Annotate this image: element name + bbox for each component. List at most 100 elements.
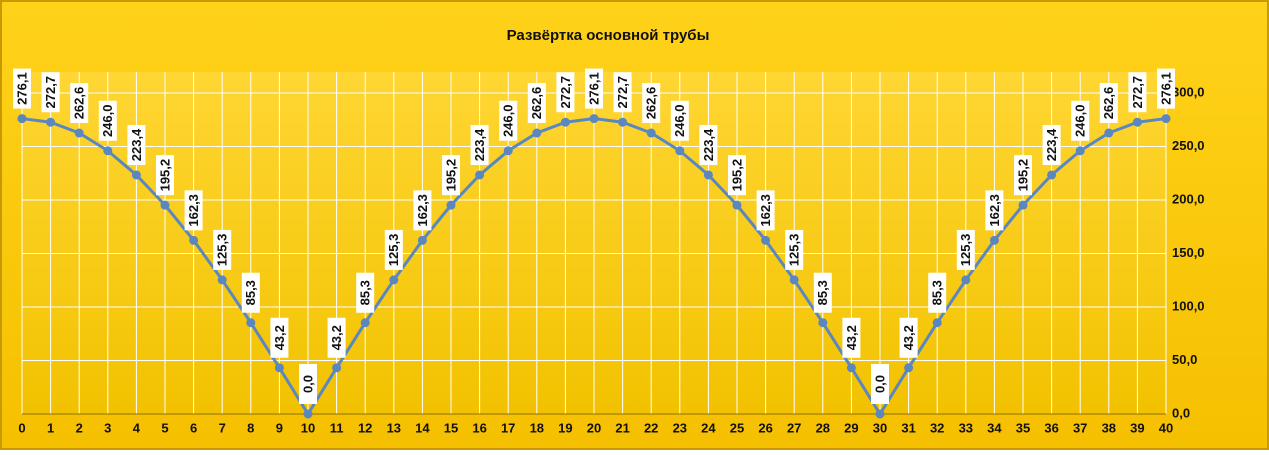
data-label: 43,2 — [899, 317, 918, 358]
data-label-text: 162,3 — [415, 194, 430, 227]
data-label-text: 125,3 — [215, 234, 230, 267]
x-tick-label: 23 — [673, 420, 687, 435]
data-label: 272,7 — [41, 72, 60, 113]
data-label-box — [499, 100, 518, 141]
data-label-text: 223,4 — [129, 128, 144, 161]
x-tick-label: 1 — [47, 420, 54, 435]
data-label-box — [1071, 100, 1090, 141]
data-label-text: 262,6 — [1101, 87, 1116, 120]
data-label: 223,4 — [1042, 124, 1061, 165]
data-label-box — [1157, 68, 1175, 109]
data-label-box — [785, 229, 804, 270]
data-point — [475, 170, 485, 180]
data-label-text: 195,2 — [157, 159, 172, 192]
data-label-text: 43,2 — [329, 325, 344, 350]
data-label-text: 85,3 — [815, 280, 830, 305]
data-point — [332, 363, 342, 373]
data-label-box — [556, 72, 575, 113]
x-tick-label: 20 — [587, 420, 601, 435]
data-label-box — [699, 124, 718, 165]
data-label-box — [241, 272, 260, 313]
data-label-text: 195,2 — [1015, 159, 1030, 192]
data-label: 272,7 — [613, 72, 632, 113]
x-tick-label: 37 — [1073, 420, 1087, 435]
data-label: 223,4 — [699, 124, 718, 165]
x-tick-label: 15 — [444, 420, 458, 435]
data-label: 246,0 — [670, 100, 689, 141]
data-label: 246,0 — [499, 100, 518, 141]
data-label-text: 162,3 — [987, 194, 1002, 227]
data-label-text: 162,3 — [186, 194, 201, 227]
data-label: 162,3 — [985, 190, 1004, 231]
data-label-box — [956, 229, 975, 270]
data-label: 125,3 — [213, 229, 232, 270]
data-label-box — [213, 229, 232, 270]
data-point — [446, 200, 456, 210]
x-tick-label: 8 — [247, 420, 254, 435]
data-label: 85,3 — [813, 272, 832, 313]
data-point — [1047, 170, 1057, 180]
data-label-box — [442, 155, 460, 196]
data-label-box — [327, 317, 346, 358]
data-label-box — [642, 83, 661, 124]
data-point — [732, 200, 742, 210]
data-label-box — [299, 364, 317, 404]
data-label: 125,3 — [956, 229, 975, 270]
data-point — [1075, 146, 1085, 156]
y-tick-label: 0,0 — [1172, 405, 1190, 420]
data-point — [1161, 114, 1171, 124]
data-point — [1132, 117, 1142, 127]
x-tick-label: 32 — [930, 420, 944, 435]
data-label: 162,3 — [413, 190, 432, 231]
data-point — [246, 318, 256, 328]
data-label: 223,4 — [470, 124, 489, 165]
data-label-box — [728, 155, 746, 196]
data-label-box — [899, 317, 918, 358]
data-label: 195,2 — [1014, 155, 1032, 196]
data-point — [703, 170, 713, 180]
data-point — [589, 114, 599, 124]
data-label-text: 246,0 — [501, 105, 516, 138]
data-label: 272,7 — [1128, 72, 1147, 113]
data-point — [560, 117, 570, 127]
data-label-text: 125,3 — [386, 234, 401, 267]
x-tick-label: 27 — [787, 420, 801, 435]
data-point — [646, 128, 656, 138]
data-point — [46, 117, 56, 127]
data-label-box — [1042, 124, 1061, 165]
data-label: 262,6 — [642, 83, 661, 124]
x-tick-label: 33 — [959, 420, 973, 435]
data-label: 262,6 — [527, 83, 546, 124]
data-label: 272,7 — [556, 72, 575, 113]
data-label: 85,3 — [356, 272, 375, 313]
data-point — [904, 363, 914, 373]
data-label-box — [1128, 72, 1147, 113]
data-label-box — [985, 190, 1004, 231]
data-label-text: 43,2 — [844, 325, 859, 350]
data-label-text: 125,3 — [958, 234, 973, 267]
data-label-box — [1099, 83, 1118, 124]
data-label-box — [813, 272, 832, 313]
data-point — [675, 146, 685, 156]
x-tick-label: 16 — [472, 420, 486, 435]
data-point — [818, 318, 828, 328]
data-point — [160, 200, 170, 210]
data-label-box — [41, 72, 60, 113]
x-tick-label: 39 — [1130, 420, 1144, 435]
x-tick-label: 38 — [1102, 420, 1116, 435]
data-label-text: 276,1 — [1158, 72, 1173, 105]
data-label-box — [670, 100, 689, 141]
data-label: 195,2 — [156, 155, 174, 196]
data-point — [761, 235, 771, 245]
data-label: 125,3 — [384, 229, 403, 270]
y-tick-label: 250,0 — [1172, 138, 1205, 153]
data-label-text: 195,2 — [729, 159, 744, 192]
x-tick-label: 26 — [758, 420, 772, 435]
data-point — [989, 235, 999, 245]
x-tick-label: 29 — [844, 420, 858, 435]
x-tick-label: 25 — [730, 420, 744, 435]
data-label: 125,3 — [785, 229, 804, 270]
data-point — [618, 117, 628, 127]
data-label-text: 272,7 — [43, 76, 58, 109]
